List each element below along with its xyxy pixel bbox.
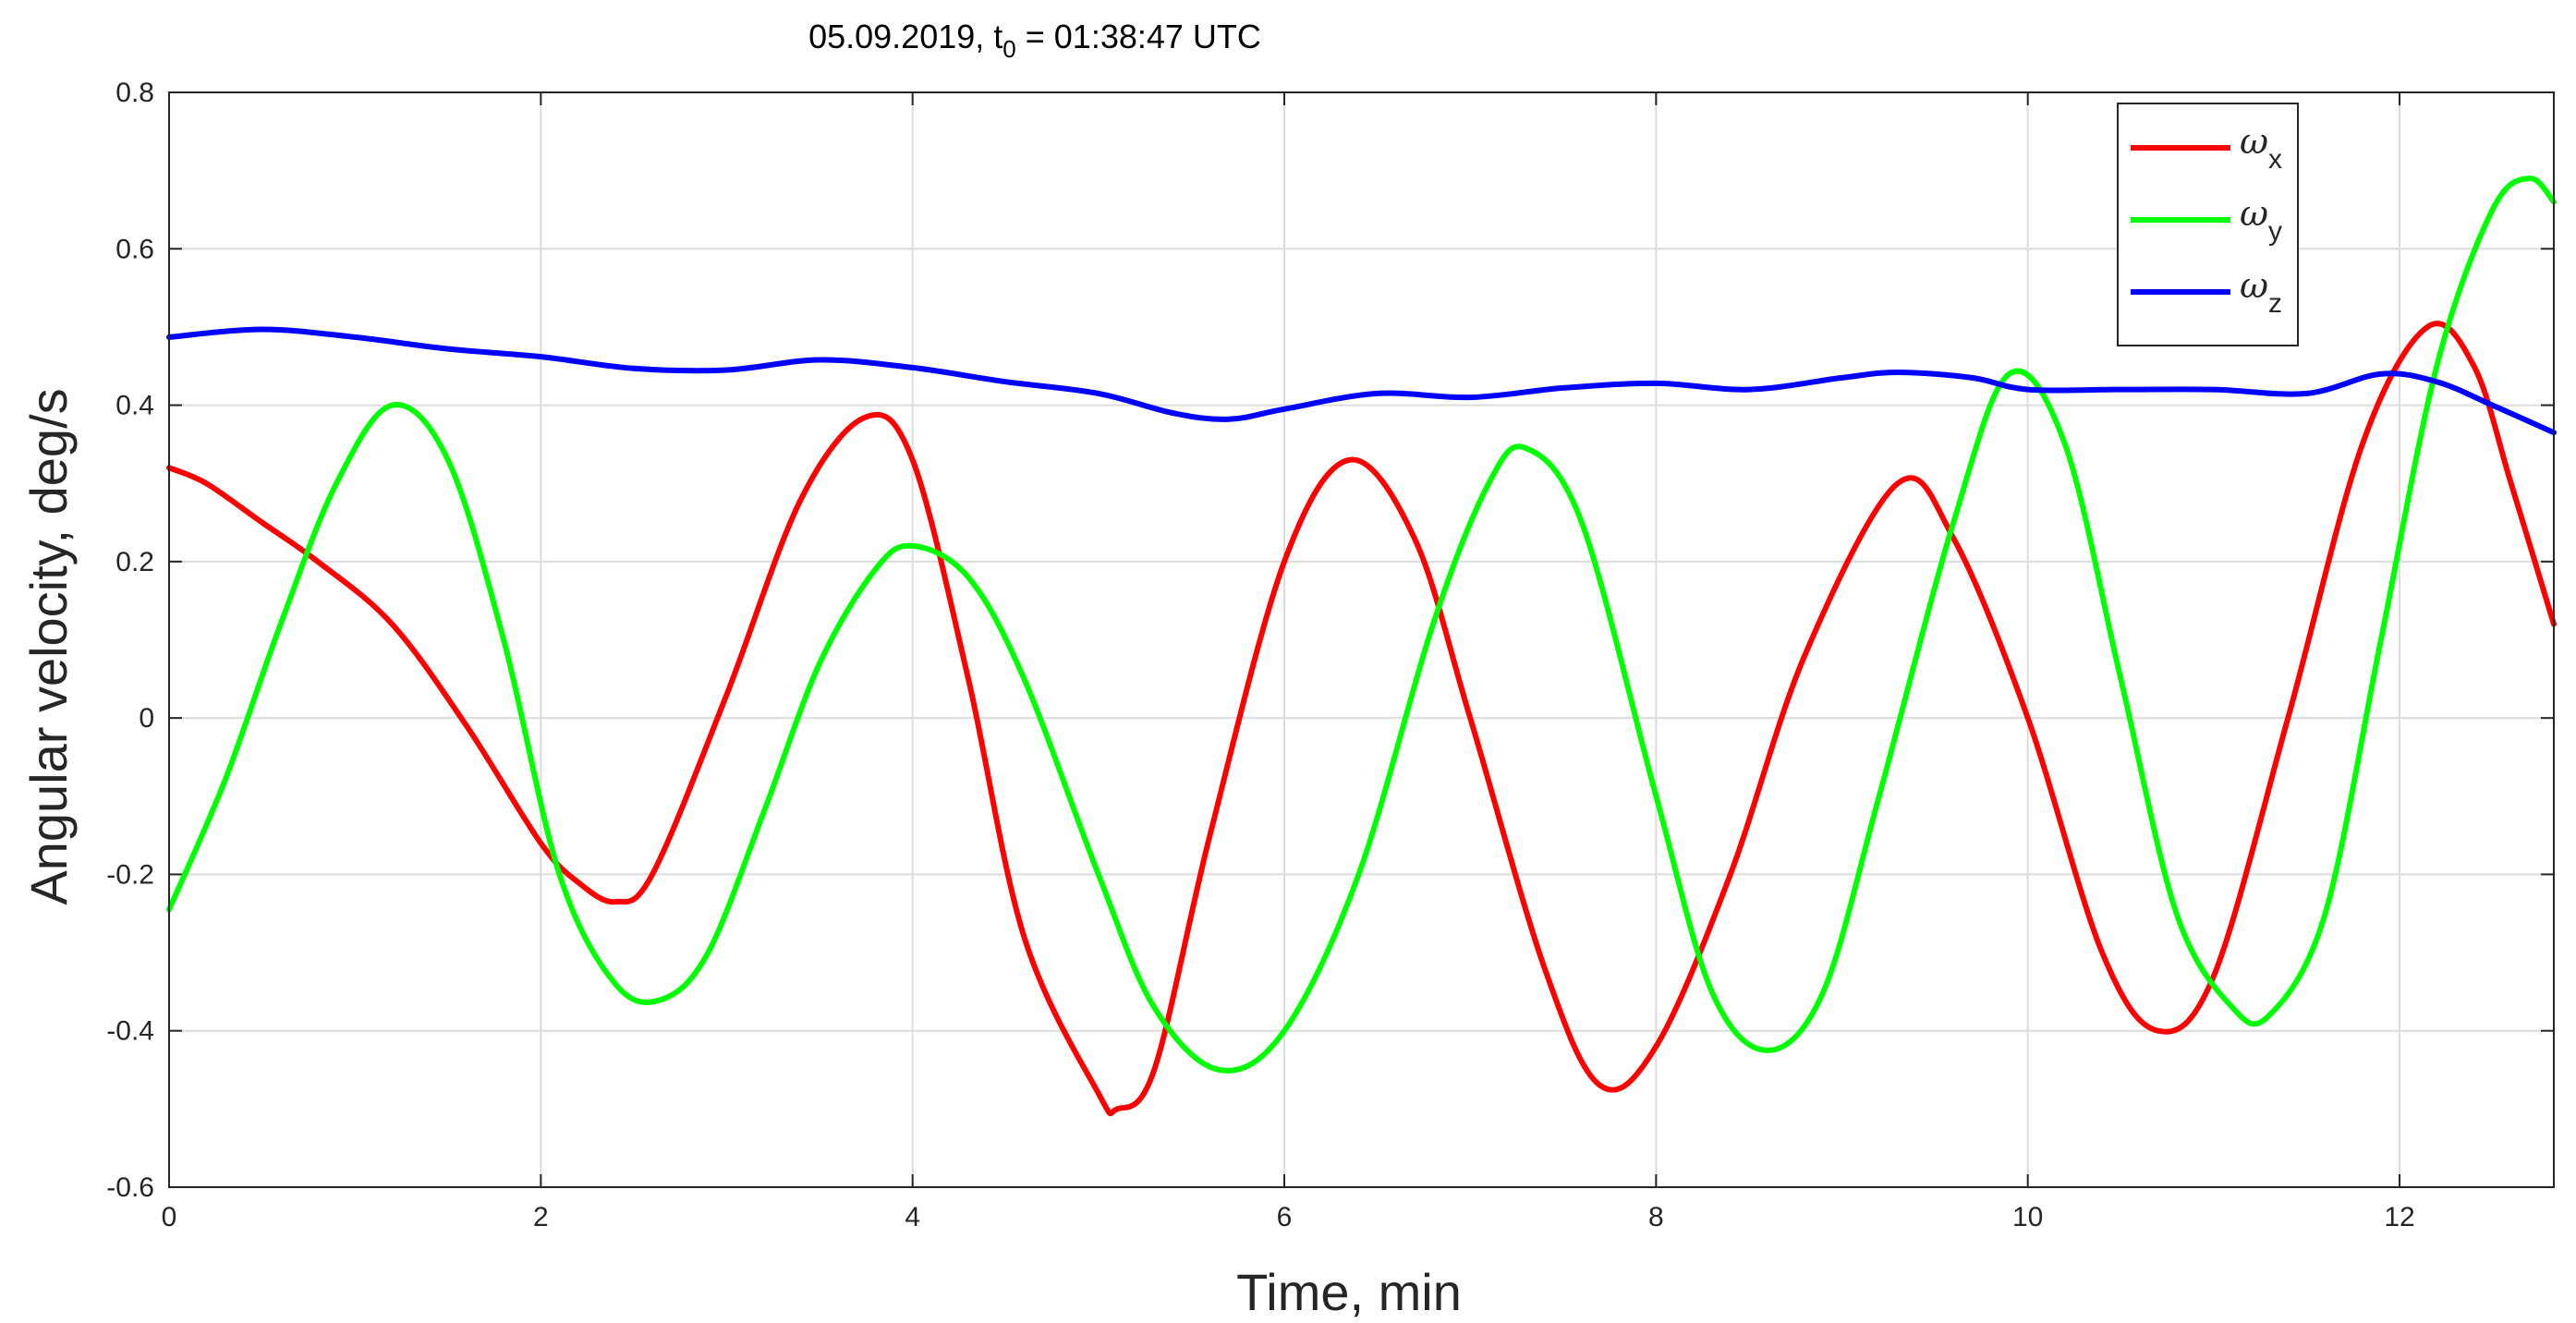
y-tick-label-2: -0.2: [106, 859, 154, 890]
legend: ωx ωy ωz: [2117, 103, 2299, 346]
x-axis-label: Time, min: [1236, 1263, 1462, 1321]
series-line-y: [166, 176, 2557, 1074]
plot-frame: [168, 91, 2555, 1188]
legend-label-x: ωx: [2240, 121, 2282, 175]
title-date: 05.09.2019, t: [808, 18, 1002, 55]
legend-label-z: ωz: [2240, 265, 2282, 319]
x-tick-label-2: 4: [905, 1202, 920, 1232]
legend-label-y: ωy: [2240, 193, 2282, 247]
title-time: = 01:38:47 UTC: [1016, 18, 1261, 55]
y-tick-label-0: -0.6: [106, 1172, 154, 1203]
y-tick-label-6: 0.6: [115, 234, 154, 264]
x-tick-label-4: 8: [1648, 1202, 1664, 1232]
x-tick-label-0: 0: [162, 1202, 177, 1232]
x-tick-label-5: 10: [2012, 1202, 2043, 1232]
series-line-z: [166, 326, 2557, 436]
x-tick-label-1: 2: [533, 1202, 549, 1232]
title-subscript: 0: [1002, 35, 1015, 63]
y-axis-label: Angular velocity, deg/s: [19, 388, 78, 904]
chart-title: 05.09.2019, t0 = 01:38:47 UTC: [808, 18, 1261, 63]
y-tick-label-1: -0.4: [106, 1016, 154, 1047]
y-tick-label-3: 0: [139, 703, 154, 734]
series-line-x: [166, 321, 2557, 1117]
x-tick-label-3: 6: [1277, 1202, 1293, 1232]
y-tick-label-4: 0.2: [115, 547, 154, 577]
x-tick-label-6: 12: [2384, 1202, 2414, 1232]
series-lines: [166, 176, 2557, 1117]
legend-box: [2117, 103, 2299, 346]
y-tick-label-7: 0.8: [115, 78, 154, 108]
y-tick-label-5: 0.4: [115, 391, 154, 421]
tick-labels: 0 2 4 6 8 10 12 -0.6 -0.4 -0.2 0 0.2 0.4 0.6 0.8: [106, 78, 2414, 1232]
